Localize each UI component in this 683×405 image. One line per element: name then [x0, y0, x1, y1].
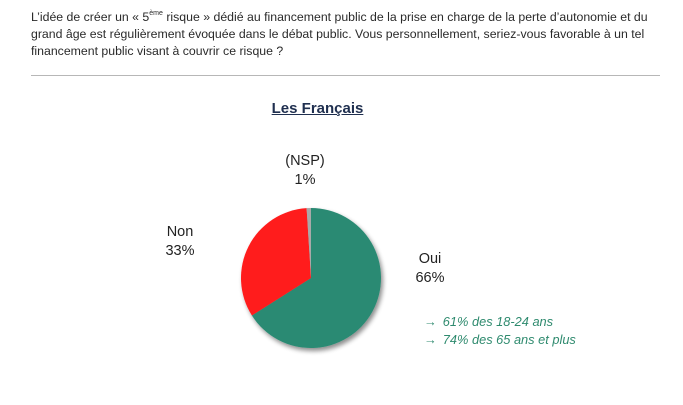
- question-text-start: L’idée de créer un « 5: [31, 10, 150, 24]
- label-non: Non 33%: [150, 223, 210, 261]
- divider: [31, 75, 660, 76]
- annotation-18-24: → 61% des 18-24 ans: [424, 313, 576, 331]
- label-oui: Oui 66%: [400, 250, 460, 288]
- chart-title: Les Français: [271, 100, 364, 117]
- pie-slice-oui: [251, 208, 381, 349]
- annotations: → 61% des 18-24 ans → 74% des 65 ans et pl…: [424, 313, 576, 349]
- annotation-text: 74% des 65 ans et plus: [442, 332, 576, 347]
- label-non-name: Non: [166, 224, 194, 240]
- question-text-end: risque » dédié au financement public de …: [31, 10, 648, 58]
- label-oui-value: 66%: [415, 270, 445, 286]
- label-non-value: 33%: [165, 243, 195, 259]
- question-text: L’idée de créer un « 5ème risque » dédié…: [31, 9, 659, 60]
- pie-slice-nsp: [306, 208, 311, 278]
- label-nsp-value: 1%: [294, 172, 316, 188]
- label-nsp-name: (NSP): [285, 153, 325, 169]
- arrow-right-icon: →: [424, 332, 437, 347]
- question-superscript: ème: [149, 10, 163, 17]
- arrow-right-icon: →: [424, 314, 437, 329]
- pie-slice-non: [241, 208, 311, 316]
- annotation-65-plus: → 74% des 65 ans et plus: [424, 331, 576, 349]
- label-oui-name: Oui: [418, 251, 442, 267]
- annotation-text: 61% des 18-24 ans: [442, 314, 554, 329]
- label-nsp: (NSP) 1%: [270, 152, 340, 190]
